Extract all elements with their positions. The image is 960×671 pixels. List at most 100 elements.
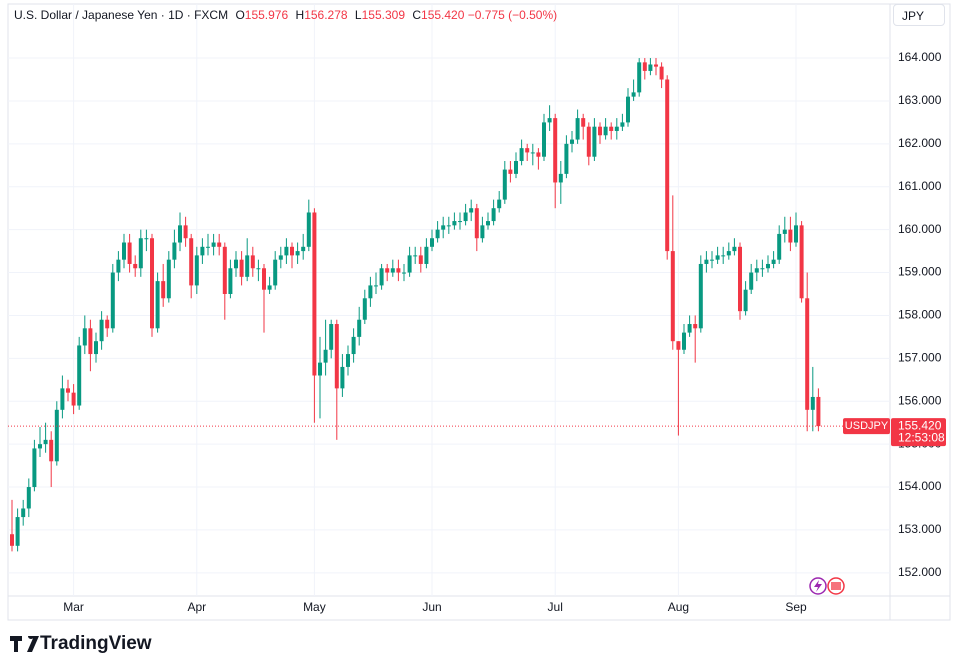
symbol-tag [843, 418, 890, 435]
candle-body [710, 259, 714, 261]
candle-body [642, 62, 647, 71]
candle-body [581, 118, 586, 127]
candle-body [54, 409, 59, 462]
y-tick-label: 154.000 [898, 479, 942, 493]
candle-body [374, 285, 378, 287]
y-tick-label: 157.000 [898, 351, 942, 365]
candle-body [648, 64, 653, 71]
brand-name: TradingView [40, 633, 152, 654]
candle-body [469, 208, 474, 213]
candle-body [486, 221, 490, 226]
candle-body [155, 281, 160, 329]
y-tick-label: 153.000 [898, 522, 942, 536]
field-value: 155.976 [244, 8, 289, 22]
candle-body [732, 246, 737, 252]
candle-body [491, 208, 496, 222]
candle-body [547, 118, 552, 123]
candle-body [435, 229, 440, 239]
candle-body [598, 126, 602, 136]
candle-body [82, 328, 87, 346]
y-tick-label: 162.000 [898, 136, 942, 150]
candle-body [514, 161, 518, 174]
candle-body [682, 332, 686, 350]
y-tick-label: 164.000 [898, 50, 942, 64]
candle-body [726, 251, 731, 256]
candle-body [407, 255, 412, 273]
candle-body [21, 508, 26, 518]
candle-body [452, 221, 457, 226]
x-tick-label: Aug [668, 600, 689, 614]
candle-body [743, 289, 748, 312]
candle-body [228, 268, 233, 294]
candle-body [301, 246, 306, 252]
candle-body [94, 341, 98, 355]
symbol-header: U.S. Dollar / Japanese Yen · 1D · FXCM O… [14, 8, 557, 22]
candle-body [626, 96, 630, 123]
candle-body [183, 225, 188, 239]
candle-body [816, 396, 821, 427]
candle-body [245, 255, 250, 277]
candle-body [659, 66, 664, 80]
candle-body [329, 324, 334, 350]
candle-body [430, 238, 434, 247]
candle-body [676, 341, 681, 350]
price-tag [891, 418, 946, 447]
candle-body [441, 225, 446, 230]
candle-body [766, 263, 770, 269]
candle-body [71, 392, 76, 406]
currency-button[interactable]: JPY [893, 4, 945, 26]
candle-body [715, 255, 720, 260]
candle-body [217, 242, 222, 247]
candle-body [122, 242, 126, 260]
candle-body [592, 126, 597, 157]
candle-body [637, 62, 642, 93]
candle-body [704, 259, 709, 264]
candle-body [771, 259, 776, 264]
candle-body [88, 328, 93, 355]
candle-body [110, 272, 115, 329]
candle-body [687, 324, 692, 333]
candles [10, 58, 821, 552]
candle-body [256, 268, 261, 270]
candle-body [144, 238, 149, 240]
candle-body [99, 319, 104, 342]
candle-body [379, 268, 384, 286]
candle-body [463, 212, 468, 222]
x-tick-label: Sep [785, 600, 807, 614]
candle-body [60, 388, 65, 410]
candle-body [497, 199, 502, 209]
candle-body [368, 285, 373, 299]
candle-body [250, 255, 255, 269]
candle-body [312, 212, 317, 376]
symbol: U.S. Dollar / Japanese Yen · 1D · FXCM [14, 8, 229, 22]
y-tick-label: 156.000 [898, 393, 942, 407]
candle-body [558, 173, 563, 183]
candle-body [105, 319, 110, 329]
candle-body [211, 242, 216, 247]
price-tag-label: 155.420 [898, 418, 942, 432]
candle-body [267, 285, 272, 290]
candle-body [777, 233, 782, 260]
chart-frame [7, 3, 951, 621]
candle-body [150, 238, 154, 329]
candle-body [698, 263, 703, 329]
y-tick-label: 158.000 [898, 308, 942, 322]
y-tick-label: 160.000 [898, 222, 942, 236]
candle-body [570, 139, 574, 144]
candle-body [396, 268, 401, 273]
candle-body [77, 345, 82, 406]
x-tick-label: May [303, 600, 326, 614]
candle-body [794, 225, 798, 243]
candle-body [575, 118, 580, 140]
candle-body [620, 122, 625, 127]
candle-body [413, 255, 418, 257]
candle-body [586, 126, 591, 157]
candle-body [116, 259, 121, 273]
candle-body [609, 126, 614, 131]
x-tick-label: Apr [187, 600, 206, 614]
x-tick-label: Jun [422, 600, 441, 614]
candle-body [66, 388, 70, 393]
candle-body [480, 225, 485, 239]
candle-body [502, 169, 507, 200]
candle-body [38, 444, 42, 449]
